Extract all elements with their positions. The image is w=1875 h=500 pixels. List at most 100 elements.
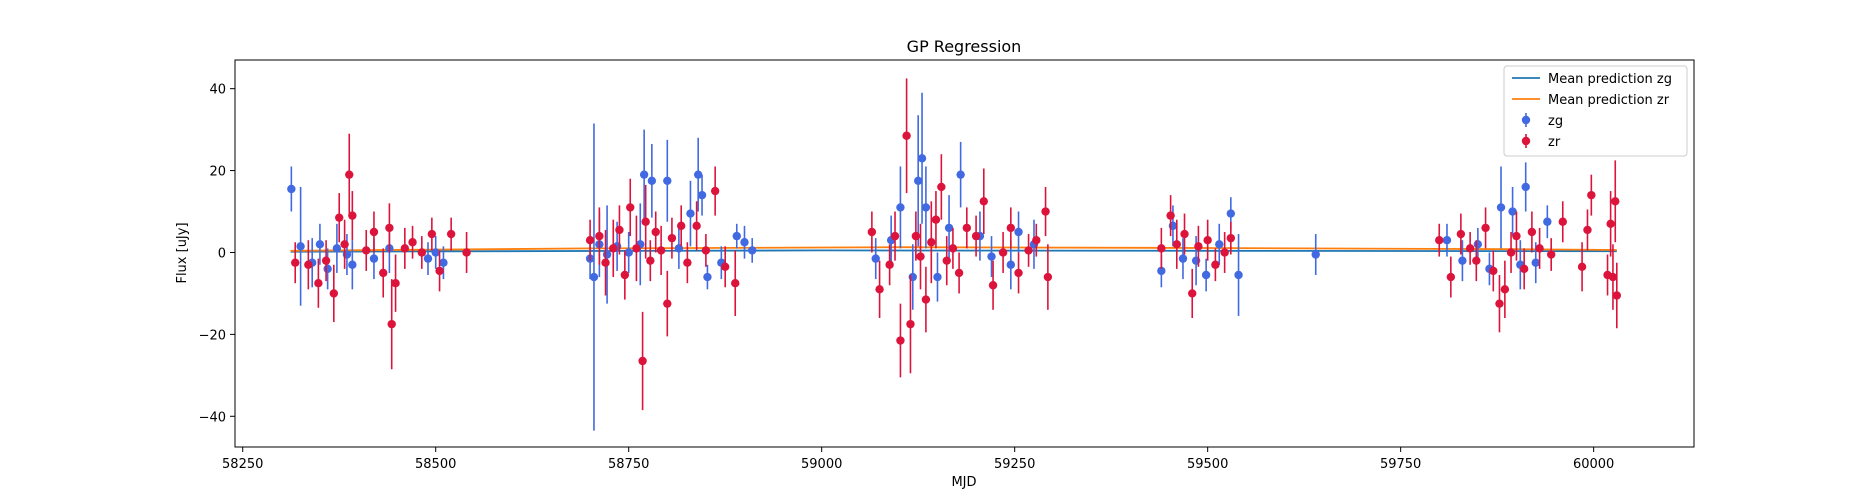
data-point-zr — [651, 227, 660, 237]
data-point-zr — [335, 213, 344, 222]
data-point-zg — [287, 184, 296, 194]
legend-label-zg-mean: Mean prediction zg — [1548, 72, 1672, 87]
data-point-zg — [589, 272, 599, 282]
data-point-zr — [385, 223, 394, 233]
data-point-zr — [916, 252, 925, 261]
data-point-zr — [1608, 272, 1618, 282]
data-point-zr — [1558, 217, 1567, 226]
legend-swatch-zr — [1521, 134, 1531, 148]
legend-label-zr-mean: Mean prediction zr — [1548, 93, 1670, 108]
data-point-zr — [615, 225, 624, 235]
legend-marker — [1521, 136, 1531, 146]
data-point-zr — [632, 244, 641, 253]
data-point-zr — [1481, 223, 1490, 233]
data-point-zr — [896, 336, 905, 345]
data-point-zr — [379, 268, 388, 278]
data-point-zr — [1006, 223, 1016, 233]
data-point-zg — [944, 223, 954, 233]
x-tick-label: 59500 — [1187, 457, 1228, 472]
data-point-zr — [462, 248, 471, 257]
y-tick-label: 20 — [209, 165, 226, 180]
data-point-zr — [1519, 264, 1529, 274]
data-point-zr — [585, 235, 595, 245]
data-point-zr — [329, 289, 339, 298]
x-tick-label: 60000 — [1573, 457, 1614, 472]
data-point-zg — [933, 272, 942, 282]
data-point-zr — [1465, 244, 1475, 253]
plot-area — [287, 78, 1622, 431]
data-point-zg — [1178, 254, 1188, 263]
data-point-zr — [638, 356, 647, 366]
data-point-zr — [1583, 225, 1592, 235]
x-tick-label: 59000 — [801, 457, 842, 472]
data-point-zr — [921, 295, 931, 304]
data-point-zr — [942, 256, 951, 265]
data-point-zr — [446, 229, 456, 239]
data-point-zr — [1446, 272, 1456, 282]
data-point-zr — [1489, 266, 1498, 276]
data-point-zr — [875, 285, 884, 294]
data-point-zr — [1041, 207, 1050, 216]
data-point-zg — [686, 209, 695, 218]
data-point-zr — [1587, 190, 1596, 200]
y-tick-label: −40 — [199, 410, 226, 425]
data-point-zg — [1531, 258, 1540, 267]
data-point-zg — [1006, 260, 1016, 269]
data-point-zg — [639, 170, 649, 179]
data-point-zr — [340, 240, 349, 249]
data-point-zr — [1606, 219, 1615, 229]
data-point-zr — [1577, 262, 1587, 272]
data-point-zr — [321, 256, 331, 265]
data-point-zg — [703, 272, 712, 282]
data-point-zr — [1226, 233, 1236, 243]
data-point-zg — [871, 254, 880, 263]
data-point-zg — [748, 246, 757, 255]
data-point-zg — [423, 254, 433, 263]
data-point-zr — [1211, 260, 1220, 269]
data-point-zg — [624, 248, 633, 257]
data-point-zr — [720, 262, 730, 272]
data-point-zr — [400, 244, 410, 253]
data-point-zr — [962, 223, 972, 233]
data-point-zr — [348, 211, 357, 220]
data-point-zr — [979, 197, 988, 206]
data-point-zr — [1500, 285, 1510, 294]
data-point-zr — [417, 248, 427, 257]
chart-title: GP Regression — [907, 37, 1022, 56]
x-axis: 58250 58500 58750 59000 59250 59500 59750 60000 — [222, 447, 1614, 472]
data-point-zr — [595, 231, 604, 241]
data-point-zr — [408, 238, 417, 247]
data-point-zr — [1166, 211, 1175, 220]
data-point-zg — [1521, 182, 1530, 192]
data-point-zr — [362, 246, 371, 255]
data-point-zr — [867, 227, 877, 237]
data-point-zr — [906, 319, 915, 329]
data-point-zr — [890, 231, 900, 241]
data-point-zr — [304, 260, 313, 269]
data-point-zg — [348, 260, 357, 269]
data-point-zg — [1215, 240, 1224, 249]
data-point-zg — [1458, 256, 1467, 265]
data-point-zr — [1014, 268, 1023, 278]
data-point-zg — [431, 248, 440, 257]
data-point-zr — [656, 246, 666, 255]
data-point-zr — [1043, 272, 1053, 282]
data-point-zg — [647, 176, 657, 186]
data-point-zg — [1473, 240, 1483, 249]
data-point-zr — [1506, 248, 1516, 257]
legend-label-zr: zr — [1548, 135, 1561, 150]
data-point-zr — [937, 182, 946, 192]
data-point-zg — [315, 240, 325, 249]
data-point-zr — [609, 244, 618, 253]
data-point-zg — [1496, 203, 1506, 212]
data-point-zr — [1157, 244, 1166, 253]
data-point-zr — [1546, 250, 1556, 259]
data-point-zr — [971, 231, 981, 241]
data-point-zg — [956, 170, 965, 179]
data-point-zr — [1535, 244, 1544, 253]
data-point-zr — [988, 281, 998, 290]
data-point-zg — [1543, 217, 1552, 226]
data-point-zg — [1234, 270, 1243, 280]
data-point-zg — [369, 254, 379, 263]
